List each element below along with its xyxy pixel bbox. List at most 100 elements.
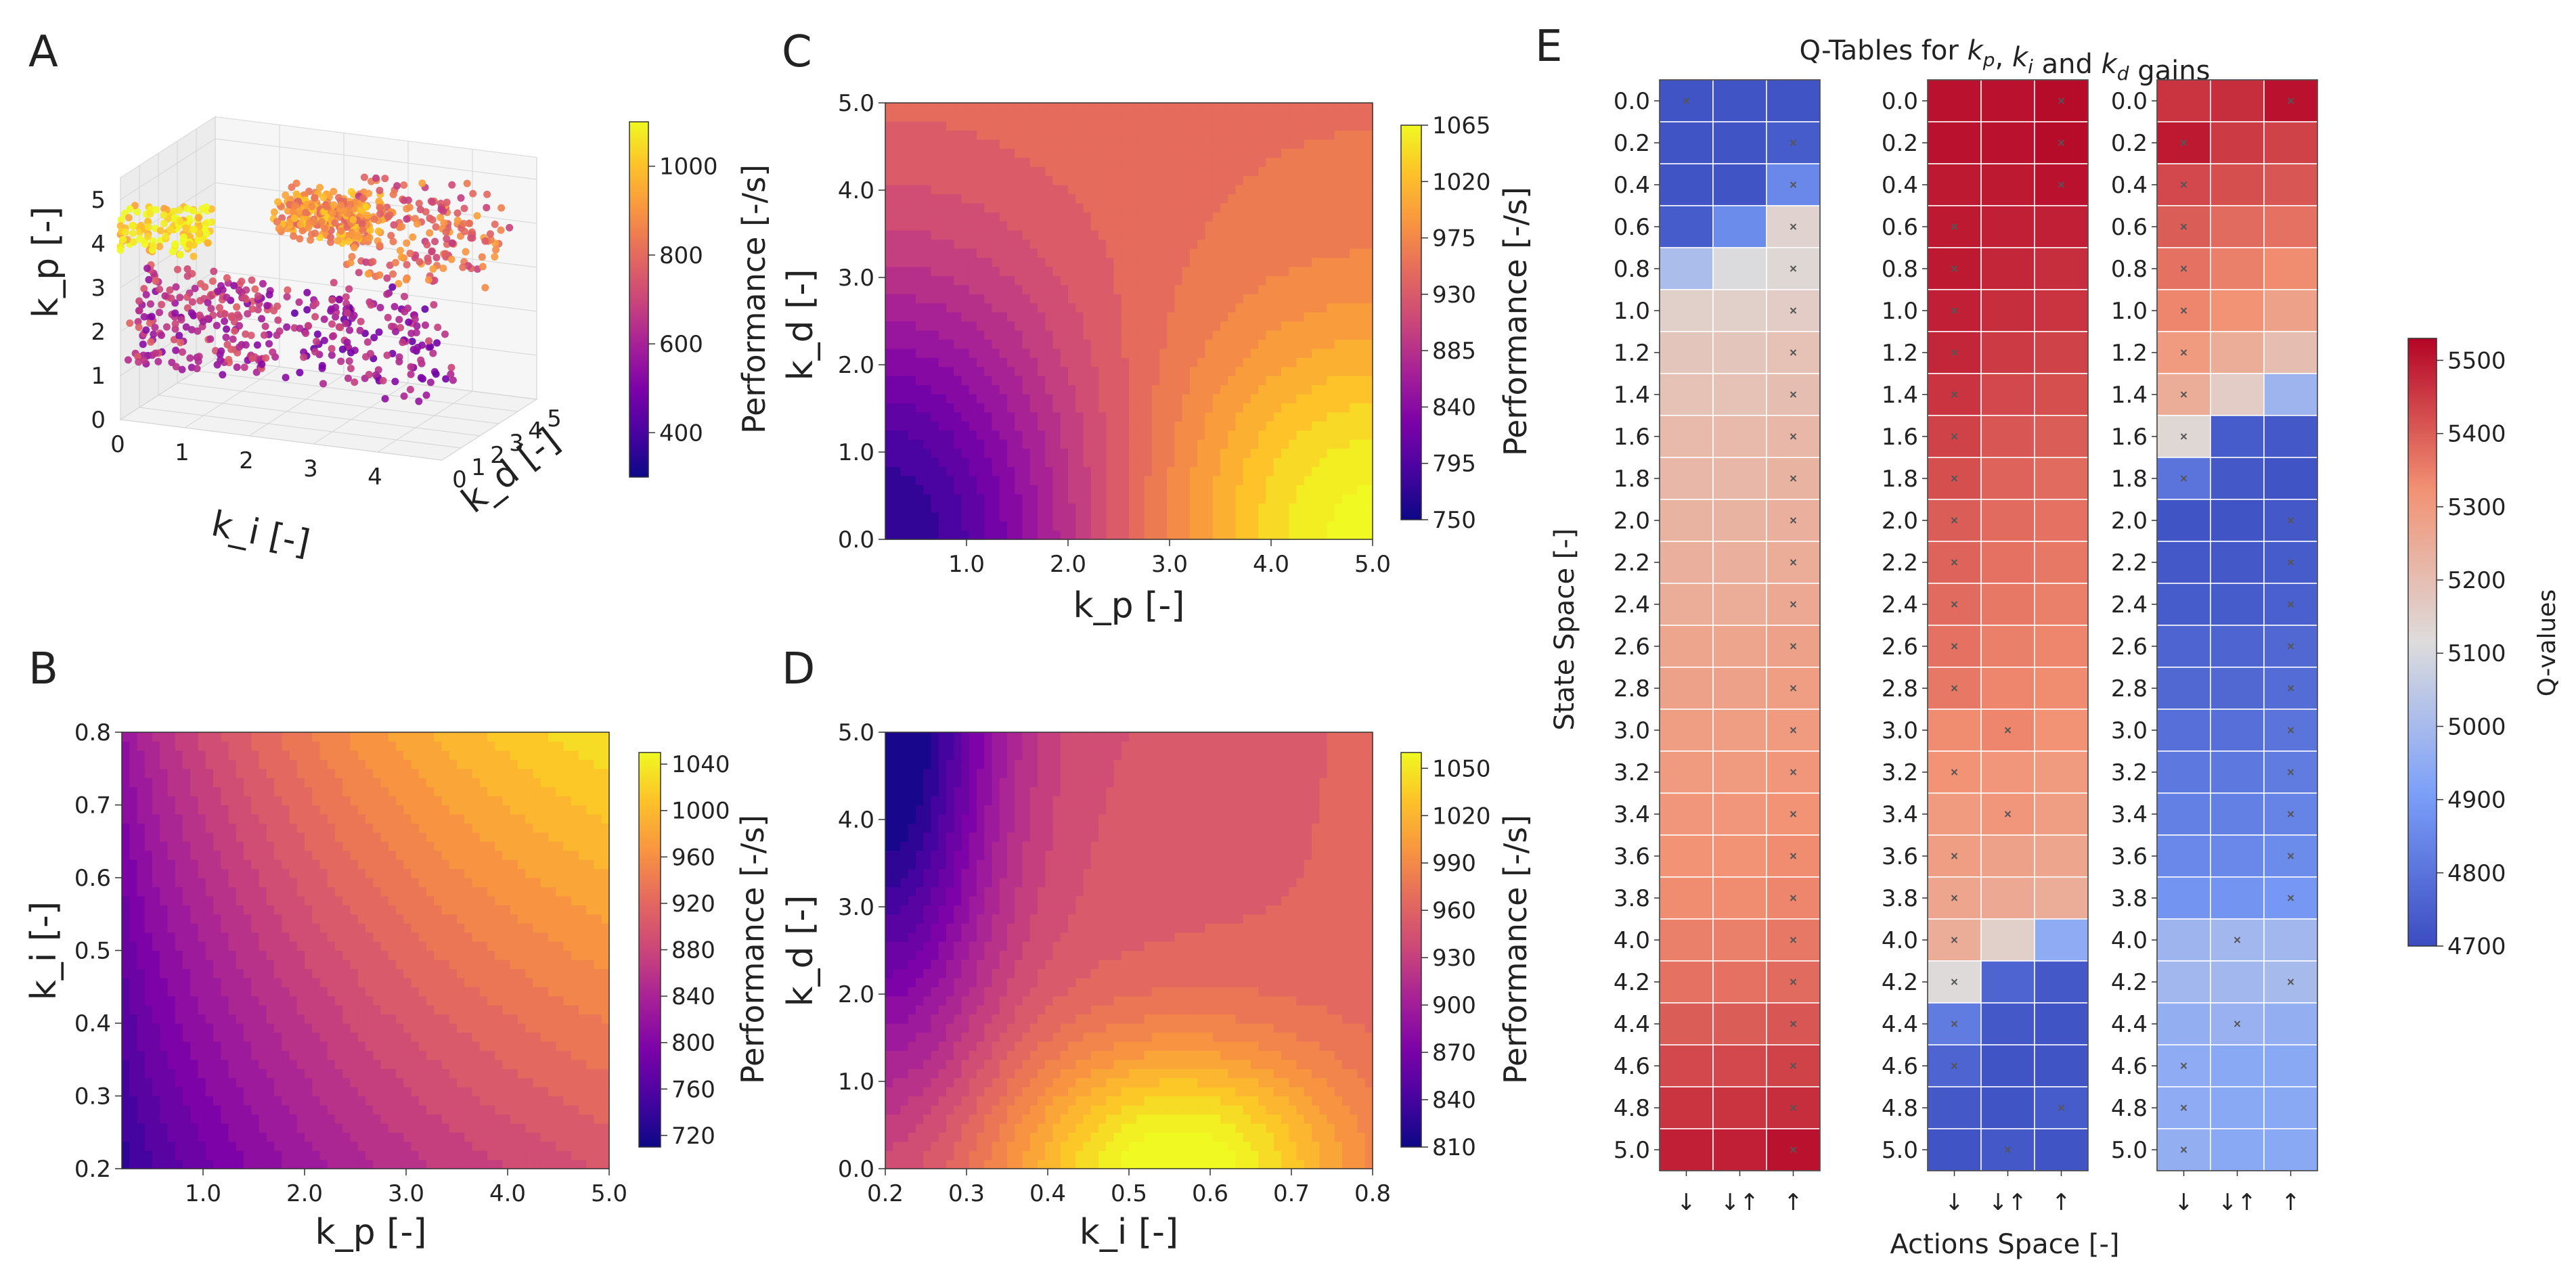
contour-cell bbox=[289, 987, 298, 997]
contour-cell bbox=[183, 1005, 191, 1015]
contour-cell bbox=[137, 923, 146, 933]
contour-cell bbox=[312, 1096, 321, 1106]
contour-cell bbox=[357, 786, 366, 796]
contour-cell bbox=[137, 768, 146, 778]
contour-cell bbox=[992, 411, 1000, 422]
contour-cell bbox=[441, 1077, 450, 1087]
contour-cell bbox=[380, 1150, 389, 1161]
contour-cell bbox=[251, 786, 260, 796]
contour-cell bbox=[129, 968, 138, 979]
contour-cell bbox=[525, 1032, 534, 1042]
contour-cell bbox=[289, 977, 298, 987]
contour-cell bbox=[885, 366, 893, 376]
contour-cell bbox=[571, 1014, 579, 1024]
contour-cell bbox=[418, 941, 427, 951]
scatter-point bbox=[305, 223, 313, 231]
contour-cell bbox=[244, 759, 252, 769]
contour-cell bbox=[305, 732, 313, 742]
contour-cell bbox=[556, 786, 564, 796]
contour-cell bbox=[931, 403, 939, 413]
contour-cell bbox=[502, 1141, 511, 1151]
contour-cell bbox=[183, 941, 191, 951]
contour-cell bbox=[160, 950, 169, 960]
contour-cell bbox=[510, 887, 518, 897]
scatter-point bbox=[117, 216, 125, 224]
contour-cell bbox=[518, 905, 526, 915]
contour-cell bbox=[183, 968, 191, 979]
contour-cell bbox=[594, 1005, 602, 1015]
contour-cell bbox=[175, 741, 183, 751]
contour-cell bbox=[885, 139, 893, 149]
contour-cell bbox=[426, 813, 435, 824]
scatter-point bbox=[263, 302, 271, 310]
contour-cell bbox=[923, 421, 932, 431]
contour-cell bbox=[350, 1159, 359, 1169]
contour-cell bbox=[479, 796, 488, 806]
contour-cell bbox=[221, 995, 229, 1006]
contour-cell bbox=[510, 1132, 518, 1142]
contour-cell bbox=[923, 466, 932, 476]
contour-cell bbox=[938, 230, 947, 240]
contour-cell bbox=[183, 887, 191, 897]
contour-cell bbox=[403, 786, 412, 796]
contour-cell bbox=[571, 1159, 579, 1169]
contour-cell bbox=[327, 850, 336, 860]
contour-cell bbox=[236, 1014, 244, 1024]
contour-cell bbox=[449, 905, 458, 915]
contour-cell bbox=[259, 1014, 267, 1024]
contour-cell bbox=[1007, 175, 1015, 185]
contour-cell bbox=[289, 1123, 298, 1133]
contour-cell bbox=[992, 466, 1000, 476]
contour-cell bbox=[289, 768, 298, 778]
contour-cell bbox=[916, 275, 924, 286]
contour-cell bbox=[579, 1159, 587, 1169]
panel-b-colorbar bbox=[638, 752, 661, 1148]
contour-cell bbox=[282, 950, 290, 960]
contour-cell bbox=[885, 184, 893, 194]
contour-cell bbox=[908, 521, 916, 531]
contour-cell bbox=[969, 239, 977, 249]
contour-cell bbox=[885, 302, 893, 313]
contour-cell bbox=[479, 805, 488, 815]
contour-cell bbox=[373, 850, 382, 860]
contour-cell bbox=[594, 1123, 602, 1133]
contour-cell bbox=[198, 1014, 206, 1024]
contour-cell bbox=[579, 959, 587, 969]
contour-cell bbox=[144, 813, 153, 824]
contour-cell bbox=[205, 1005, 214, 1015]
contour-cell bbox=[510, 1032, 518, 1042]
contour-cell bbox=[198, 778, 206, 788]
contour-cell bbox=[129, 768, 138, 778]
contour-cell bbox=[885, 530, 893, 540]
contour-cell bbox=[502, 1050, 511, 1060]
contour-cell bbox=[518, 850, 526, 860]
contour-cell bbox=[479, 741, 488, 751]
contour-cell bbox=[411, 741, 420, 751]
contour-cell bbox=[335, 1114, 343, 1124]
contour-cell bbox=[129, 1150, 138, 1161]
contour-cell bbox=[510, 813, 518, 824]
contour-cell bbox=[1007, 321, 1015, 331]
contour-cell bbox=[357, 796, 366, 806]
contour-cell bbox=[916, 257, 924, 267]
contour-cell bbox=[312, 1014, 321, 1024]
contour-cell bbox=[533, 1141, 541, 1151]
contour-cell bbox=[129, 1059, 138, 1069]
contour-cell bbox=[365, 914, 374, 924]
contour-cell bbox=[533, 878, 541, 888]
contour-cell bbox=[510, 1014, 518, 1024]
contour-cell bbox=[357, 1041, 366, 1051]
contour-cell bbox=[365, 741, 374, 751]
contour-cell bbox=[885, 230, 893, 240]
contour-cell bbox=[380, 977, 389, 987]
contour-cell bbox=[977, 321, 985, 331]
contour-cell bbox=[434, 1014, 443, 1024]
contour-cell bbox=[495, 778, 504, 788]
colorbar-b-tick-label: 840 bbox=[671, 983, 715, 1010]
contour-cell bbox=[167, 859, 176, 870]
contour-cell bbox=[160, 1032, 169, 1042]
contour-cell bbox=[518, 1096, 526, 1106]
contour-cell bbox=[160, 768, 169, 778]
contour-cell bbox=[183, 923, 191, 933]
contour-cell bbox=[900, 248, 909, 259]
